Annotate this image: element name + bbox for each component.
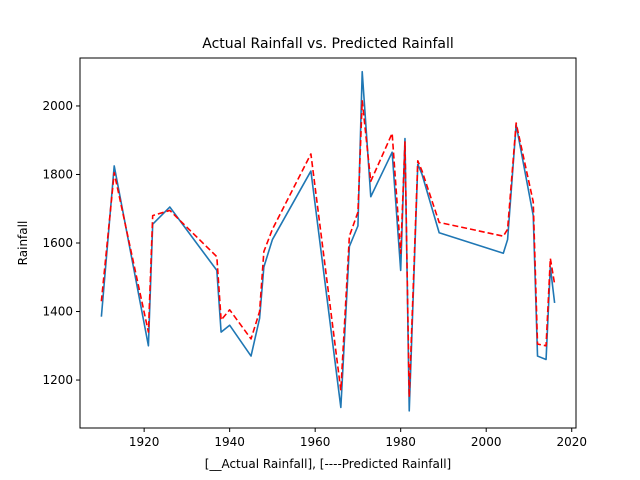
plot-lines bbox=[100, 70, 556, 412]
x-tick-label: 1980 bbox=[385, 435, 416, 449]
x-tick-label: 1920 bbox=[129, 435, 160, 449]
x-tick-label: 1940 bbox=[214, 435, 245, 449]
x-tick-label: 2020 bbox=[556, 435, 587, 449]
x-axis-label: [__Actual Rainfall], [----Predicted Rain… bbox=[205, 457, 451, 471]
y-tick-label: 1600 bbox=[42, 236, 73, 250]
y-tick-label: 2000 bbox=[42, 99, 73, 113]
y-axis-ticks: 1200 1400 1600 1800 2000 bbox=[42, 99, 80, 387]
x-axis-ticks: 1920 1940 1960 1980 2000 2020 bbox=[129, 428, 587, 449]
y-axis-label: Rainfall bbox=[16, 221, 30, 266]
chart-title: Actual Rainfall vs. Predicted Rainfall bbox=[202, 36, 454, 52]
series-line-2 bbox=[100, 100, 556, 398]
y-tick-label: 1200 bbox=[42, 373, 73, 387]
x-tick-label: 2000 bbox=[471, 435, 502, 449]
y-tick-label: 1800 bbox=[42, 167, 73, 181]
y-tick-label: 1400 bbox=[42, 305, 73, 319]
x-tick-label: 1960 bbox=[300, 435, 331, 449]
